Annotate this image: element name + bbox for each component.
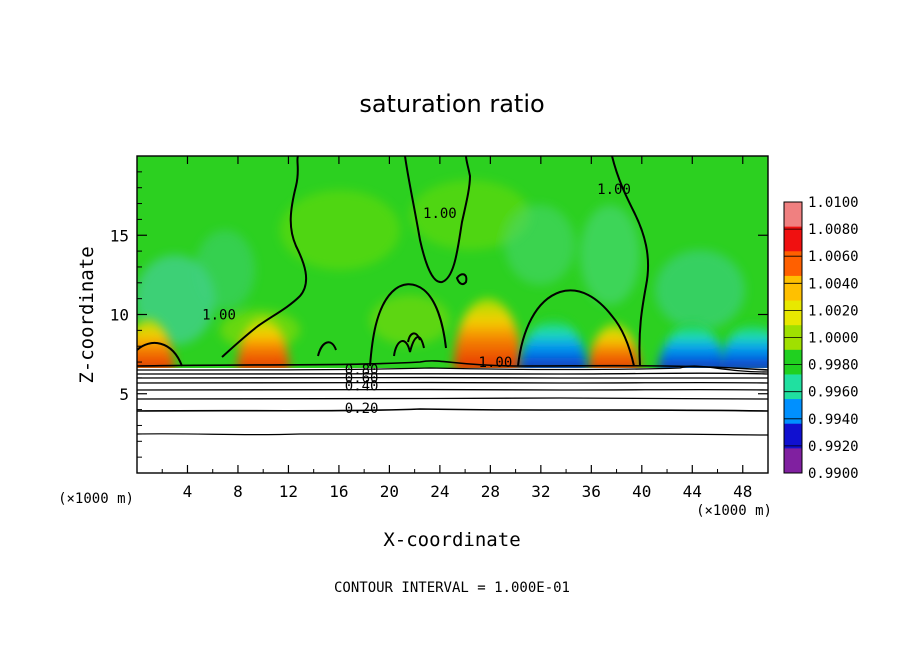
contour-line <box>137 433 768 436</box>
colorbar-tick-label: 1.0020 <box>808 303 859 319</box>
lower-region <box>137 368 768 473</box>
x-tick-label: 24 <box>430 482 449 501</box>
contour-line <box>137 360 768 371</box>
colorbar-swatch <box>784 226 802 252</box>
colorbar-swatch <box>784 349 802 375</box>
x-tick-label: 48 <box>733 482 752 501</box>
contour-line <box>517 289 635 367</box>
contour-label: 1.00 <box>479 355 513 371</box>
field-texture <box>137 180 745 350</box>
contour-line <box>137 342 183 367</box>
contours-upper <box>137 156 650 367</box>
contour-label: 0.40 <box>345 379 379 395</box>
y-tick-label: 10 <box>110 306 129 325</box>
x-tick-label: 28 <box>481 482 500 501</box>
colorbar-tick-label: 1.0100 <box>808 195 859 211</box>
x-tick-label: 32 <box>531 482 550 501</box>
colorbar-swatch <box>784 448 802 474</box>
contour-label: 1.00 <box>597 182 631 198</box>
contour-labels: 1.00 1.00 1.00 1.00 0.800.600.40 0.20 <box>202 182 631 417</box>
colorbar-swatch <box>784 399 802 425</box>
contour-label: 0.20 <box>345 401 379 417</box>
y-tick-label: 5 <box>119 385 129 404</box>
contour-interval-note: CONTOUR INTERVAL = 1.000E-01 <box>334 580 570 596</box>
contour-line <box>137 397 768 400</box>
x-axis-label: X-coordinate <box>383 529 520 551</box>
colorbar-swatch <box>784 275 802 302</box>
colorbar-swatch <box>784 202 802 228</box>
warm-anomaly <box>137 319 175 373</box>
colorbar-tick-label: 0.9920 <box>808 439 859 455</box>
contour-line <box>407 332 421 343</box>
colorbar-swatch <box>784 251 802 277</box>
plot-area <box>137 156 768 473</box>
colorbar-tick-label: 1.0060 <box>808 249 859 265</box>
contour-line <box>369 283 447 367</box>
anomalies <box>137 298 768 373</box>
y-axis-label: Z-coordinate <box>76 246 98 383</box>
contour-line <box>137 408 768 412</box>
contour-label: 0.60 <box>345 371 379 387</box>
cold-anomaly <box>718 324 768 373</box>
warm-anomaly <box>588 324 641 373</box>
y-axis: 5 10 15 <box>110 171 768 458</box>
x-tick-label: 8 <box>233 482 243 501</box>
contour-label: 0.80 <box>345 363 379 379</box>
x-tick-label: 4 <box>183 482 193 501</box>
contour-line <box>404 156 472 284</box>
colorbar-tick-label: 0.9940 <box>808 412 859 428</box>
contour-line <box>455 273 468 286</box>
colorbar-tick-label: 0.9960 <box>808 385 859 401</box>
x-axis-unit-left: (×1000 m) <box>58 491 134 507</box>
x-axis: 4 8 12 16 20 24 28 32 36 40 44 48 <box>161 156 752 501</box>
colorbar-tick-label: 1.0000 <box>808 331 859 347</box>
colorbar-tick-label: 0.9980 <box>808 358 859 374</box>
colorbar-swatch <box>784 423 802 449</box>
contour-line <box>137 365 768 373</box>
colorbar-swatch <box>784 374 802 400</box>
contours-lower <box>137 360 768 436</box>
y-tick-label: 15 <box>110 226 129 245</box>
cold-anomaly <box>519 319 588 373</box>
chart-title: saturation ratio <box>359 90 544 118</box>
colorbar: 1.0100 1.0080 1.0060 1.0040 1.0020 1.0000 0.99… <box>783 195 859 482</box>
x-axis-unit-right: (×1000 m) <box>696 503 772 519</box>
x-tick-label: 20 <box>380 482 399 501</box>
contour-line <box>317 341 337 357</box>
contour-line <box>611 156 650 367</box>
contour-label: 1.00 <box>423 206 457 222</box>
colorbar-tick-label: 0.9900 <box>808 466 859 482</box>
contour-label: 1.00 <box>202 307 236 323</box>
colorbar-tick-label: 1.0040 <box>808 276 859 292</box>
colorbar-tick-label: 1.0080 <box>808 222 859 238</box>
colorbar-swatch <box>784 300 802 326</box>
x-tick-label: 44 <box>683 482 702 501</box>
contour-line <box>137 372 768 375</box>
x-tick-label: 36 <box>582 482 601 501</box>
x-tick-label: 12 <box>279 482 298 501</box>
x-tick-label: 16 <box>329 482 348 501</box>
cold-anomaly <box>658 324 727 373</box>
warm-anomaly <box>453 298 522 373</box>
contour-line <box>221 156 308 358</box>
x-tick-label: 40 <box>632 482 651 501</box>
